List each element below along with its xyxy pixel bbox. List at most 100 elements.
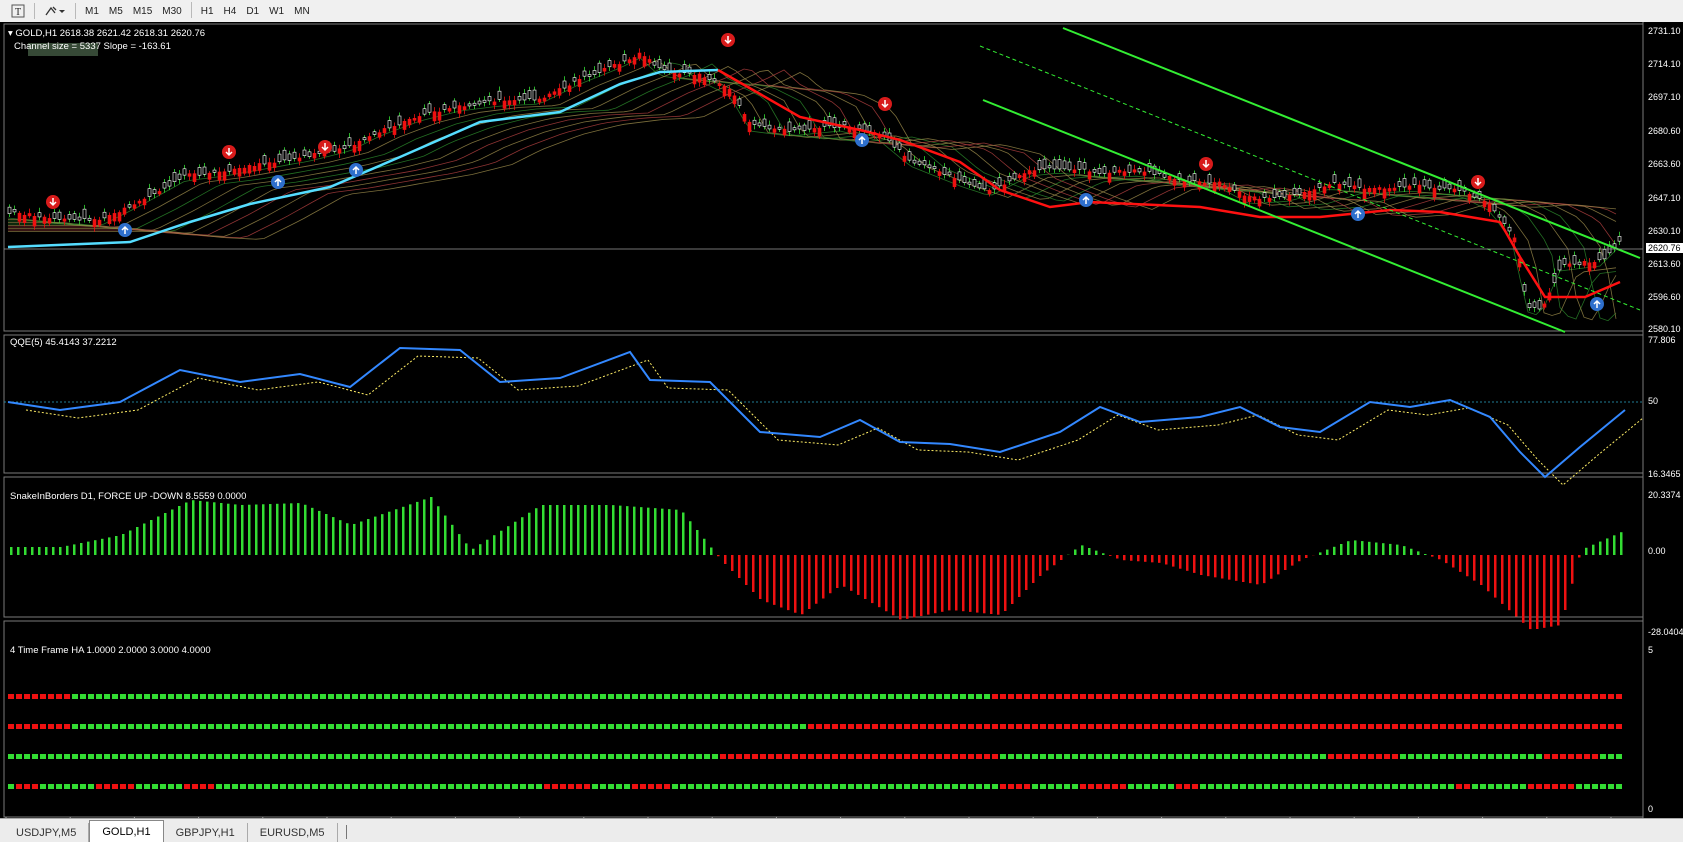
text-tool-icon[interactable]: T [6, 2, 30, 20]
tab-gbpjpy-h1[interactable]: GBPJPY,H1 [164, 823, 248, 842]
ha-dot [576, 784, 582, 789]
snake-bar [276, 503, 279, 555]
candle-body [1092, 169, 1097, 173]
ha-dot [352, 724, 358, 729]
ha-dot [872, 724, 878, 729]
candle-body [262, 155, 267, 165]
ha-dot [8, 724, 14, 729]
snake-bar [108, 537, 111, 555]
ha-dot [896, 754, 902, 759]
timeframe-h1[interactable]: H1 [200, 5, 214, 17]
ha-dot [664, 784, 670, 789]
snake-bar [164, 513, 167, 555]
ha-dot [288, 724, 294, 729]
ha-dot [1368, 724, 1374, 729]
timeframe-m5[interactable]: M5 [108, 5, 123, 17]
candle-body [922, 160, 927, 166]
candle-body [1297, 187, 1302, 195]
snake-bar [759, 555, 762, 599]
ha-dot [976, 754, 982, 759]
snake-bar [1200, 555, 1203, 575]
candle-body [457, 105, 462, 114]
candle-body [547, 93, 552, 98]
chart-canvas[interactable] [0, 22, 1683, 818]
snake-bar [857, 555, 860, 595]
ha-dot [1608, 694, 1614, 699]
tab-eurusd-m5[interactable]: EURUSD,M5 [248, 823, 338, 842]
ha-dot [1136, 694, 1142, 699]
ha-dot [848, 754, 854, 759]
ha-dot [800, 784, 806, 789]
ha-dot [272, 784, 278, 789]
ha-dot [192, 754, 198, 759]
candle-body [1172, 179, 1177, 186]
candle-body [1377, 187, 1382, 190]
timeframe-w1[interactable]: W1 [269, 5, 285, 17]
candle-body [187, 173, 192, 177]
snake-bar [1207, 555, 1210, 577]
ha-dot [712, 754, 718, 759]
tab-gold-h1[interactable]: GOLD,H1 [89, 820, 164, 842]
snake-bar [920, 555, 923, 616]
ha-dot [424, 694, 430, 699]
ha-dot [80, 694, 86, 699]
ha-dot [1272, 784, 1278, 789]
ha-dot [328, 784, 334, 789]
ha-dot [1616, 784, 1622, 789]
collapse-arrow-icon[interactable]: ▾ [8, 28, 13, 39]
candle-body [1467, 193, 1472, 201]
ha-dot [288, 694, 294, 699]
ha-dot [784, 724, 790, 729]
ha-dot [256, 784, 262, 789]
ha-dot [1480, 724, 1486, 729]
snake-bar [941, 555, 944, 612]
ha-dot [952, 694, 958, 699]
ha-dot [736, 694, 742, 699]
ha-dot [392, 694, 398, 699]
candle-body [82, 208, 87, 219]
candle-body [1372, 187, 1377, 195]
snake-bar [1284, 555, 1287, 570]
ha-dot [1504, 754, 1510, 759]
shapes-menu-icon[interactable] [39, 2, 71, 20]
ha-dot [760, 754, 766, 759]
candle-body [302, 149, 307, 156]
ha-dot [1240, 784, 1246, 789]
ha-dot [1552, 694, 1558, 699]
ha-dot [728, 754, 734, 759]
ha-dot [104, 754, 110, 759]
candle-body [867, 125, 872, 132]
candle-body [732, 95, 737, 105]
candle-body [247, 165, 252, 174]
ha-dot [376, 754, 382, 759]
ha-dot [1328, 754, 1334, 759]
snake-bar [388, 511, 391, 555]
timeframe-h4[interactable]: H4 [223, 5, 237, 17]
ha-dot [280, 784, 286, 789]
ha-dot [392, 724, 398, 729]
candle-body [842, 121, 847, 126]
timeframe-m1[interactable]: M1 [85, 5, 99, 17]
ha-dot [592, 754, 598, 759]
candle-body [1387, 188, 1392, 192]
timeframe-mn[interactable]: MN [294, 5, 310, 17]
snake-bar [136, 527, 139, 555]
tab-usdjpy-m5[interactable]: USDJPY,M5 [4, 823, 90, 842]
ha-dot [1088, 754, 1094, 759]
trend-line-red [717, 68, 1621, 299]
ha-dot [448, 694, 454, 699]
timeframe-d1[interactable]: D1 [246, 5, 260, 17]
snake-bar [689, 521, 692, 555]
timeframe-m30[interactable]: M30 [162, 5, 182, 17]
ha-dot [280, 694, 286, 699]
snake-bar [612, 505, 615, 555]
chart-window[interactable]: ▾ GOLD,H1 2618.38 2621.42 2618.31 2620.7… [0, 22, 1683, 829]
ha-dot [936, 694, 942, 699]
ha-dot [1272, 694, 1278, 699]
ha-dot [88, 694, 94, 699]
candle-body [1027, 170, 1032, 175]
ha-dot [456, 694, 462, 699]
ha-dot [1464, 694, 1470, 699]
timeframe-m15[interactable]: M15 [132, 5, 153, 17]
snake-bar [1144, 555, 1147, 562]
